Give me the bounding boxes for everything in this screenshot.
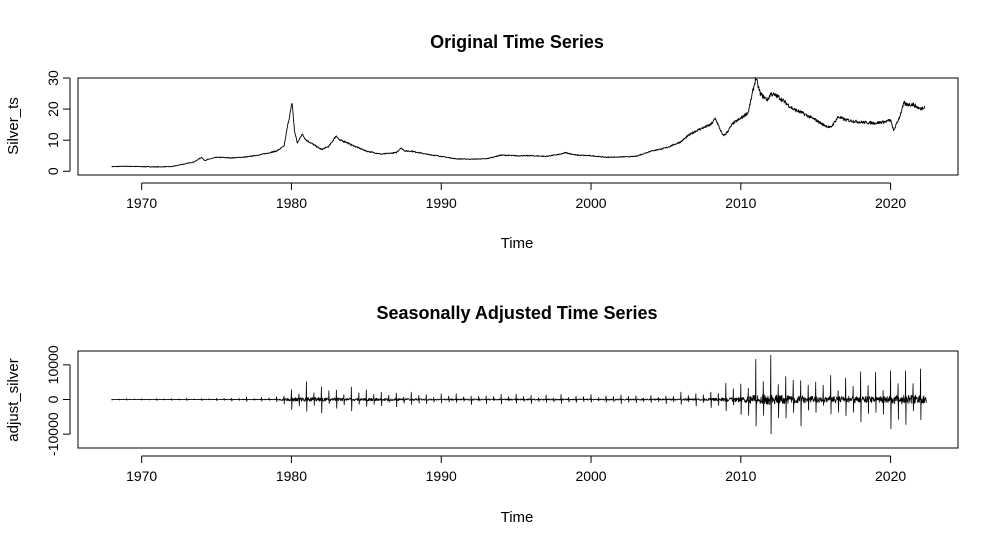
original-series-x-tick-label: 2010 xyxy=(725,195,756,211)
adjusted-series-y-label: adjust_silver xyxy=(5,358,22,441)
original-series-x-label: Time xyxy=(501,235,534,252)
adjusted-series-x-tick-label: 2010 xyxy=(725,468,756,484)
original-series-x-tick-label: 1980 xyxy=(276,195,307,211)
adjusted-series-x-tick-label: 1970 xyxy=(126,468,157,484)
adjusted-series-x-axis: 1970 1980 1990 2000 2010 2020 xyxy=(126,455,906,484)
adjusted-series-x-tick-label: 1990 xyxy=(426,468,457,484)
adjusted-series-x-label: Time xyxy=(501,509,534,526)
adjusted-series-y-tick-label: 0 xyxy=(45,395,61,403)
original-series-x-tick-label: 1990 xyxy=(426,195,457,211)
adjusted-series-x-tick-label: 1980 xyxy=(276,468,307,484)
original-series-x-tick-label: 2000 xyxy=(575,195,606,211)
adjusted-series-y-axis: -10000 0 10000 xyxy=(45,345,71,456)
adjusted-series-x-tick-label: 2020 xyxy=(875,468,906,484)
original-series-line xyxy=(111,77,926,168)
original-series-x-tick-label: 2020 xyxy=(875,195,906,211)
adjusted-series-panel: Seasonally Adjusted Time Series 1970 1980… xyxy=(5,303,959,526)
original-series-x-tick-label: 1970 xyxy=(126,195,157,211)
original-series-plot-box xyxy=(77,77,959,176)
adjusted-series-y-tick-label: -10000 xyxy=(45,412,61,456)
adjusted-series-y-tick-label: 10000 xyxy=(45,345,61,384)
original-series-y-tick-label: 0 xyxy=(45,167,61,175)
adjusted-series-line xyxy=(111,354,927,435)
original-series-y-axis: 0 10 20 30 xyxy=(45,70,71,175)
original-series-y-tick-label: 20 xyxy=(45,101,61,117)
adjusted-series-title: Seasonally Adjusted Time Series xyxy=(376,303,657,323)
original-series-y-label: Silver_ts xyxy=(5,97,22,155)
adjusted-series-plot-box xyxy=(77,350,959,449)
adjusted-series-x-tick-label: 2000 xyxy=(575,468,606,484)
original-series-x-axis: 1970 1980 1990 2000 2010 2020 xyxy=(126,182,906,211)
original-series-title: Original Time Series xyxy=(430,32,604,52)
original-series-y-tick-label: 30 xyxy=(45,70,61,86)
original-series-panel: Original Time Series 1970 1980 1990 2000 201… xyxy=(5,32,959,252)
original-series-y-tick-label: 10 xyxy=(45,132,61,148)
